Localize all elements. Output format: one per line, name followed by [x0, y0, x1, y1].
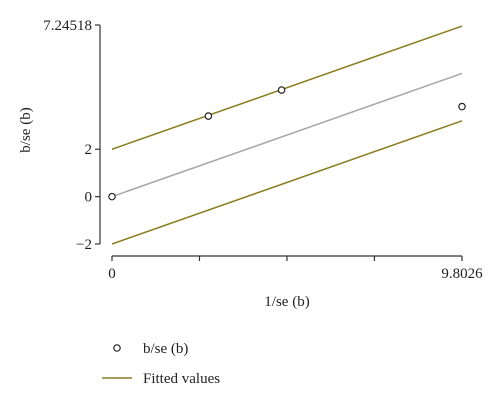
x-tick-label: 9.8026: [441, 266, 483, 282]
legend-marker-points: [113, 344, 121, 352]
y-tick-label: 0: [85, 190, 93, 206]
fitted-line-upper: [111, 25, 463, 150]
legend-label-fitted: Fitted values: [143, 371, 220, 387]
y-tick-label: −2: [76, 237, 92, 253]
data-point: [108, 192, 116, 201]
fitted-line-center: [111, 72, 463, 198]
data-point: [458, 102, 466, 111]
x-tick-label: 0: [108, 266, 116, 282]
legend: b/se (b) Fitted values: [102, 341, 220, 387]
data-point: [277, 86, 286, 94]
y-tick-label: 7.24518: [43, 18, 92, 34]
legend-label-points: b/se (b): [143, 341, 188, 357]
points-layer: [108, 86, 466, 201]
fitted-lines-layer: [111, 25, 463, 245]
x-axis-title: 1/se (b): [264, 294, 309, 310]
axes-layer: −2 0 2 7.24518 0 9.8026: [43, 18, 483, 282]
data-point: [204, 112, 213, 120]
y-tick-label: 2: [85, 142, 93, 158]
fitted-line-lower: [111, 120, 463, 245]
y-axis-title: b/se (b): [18, 107, 34, 152]
